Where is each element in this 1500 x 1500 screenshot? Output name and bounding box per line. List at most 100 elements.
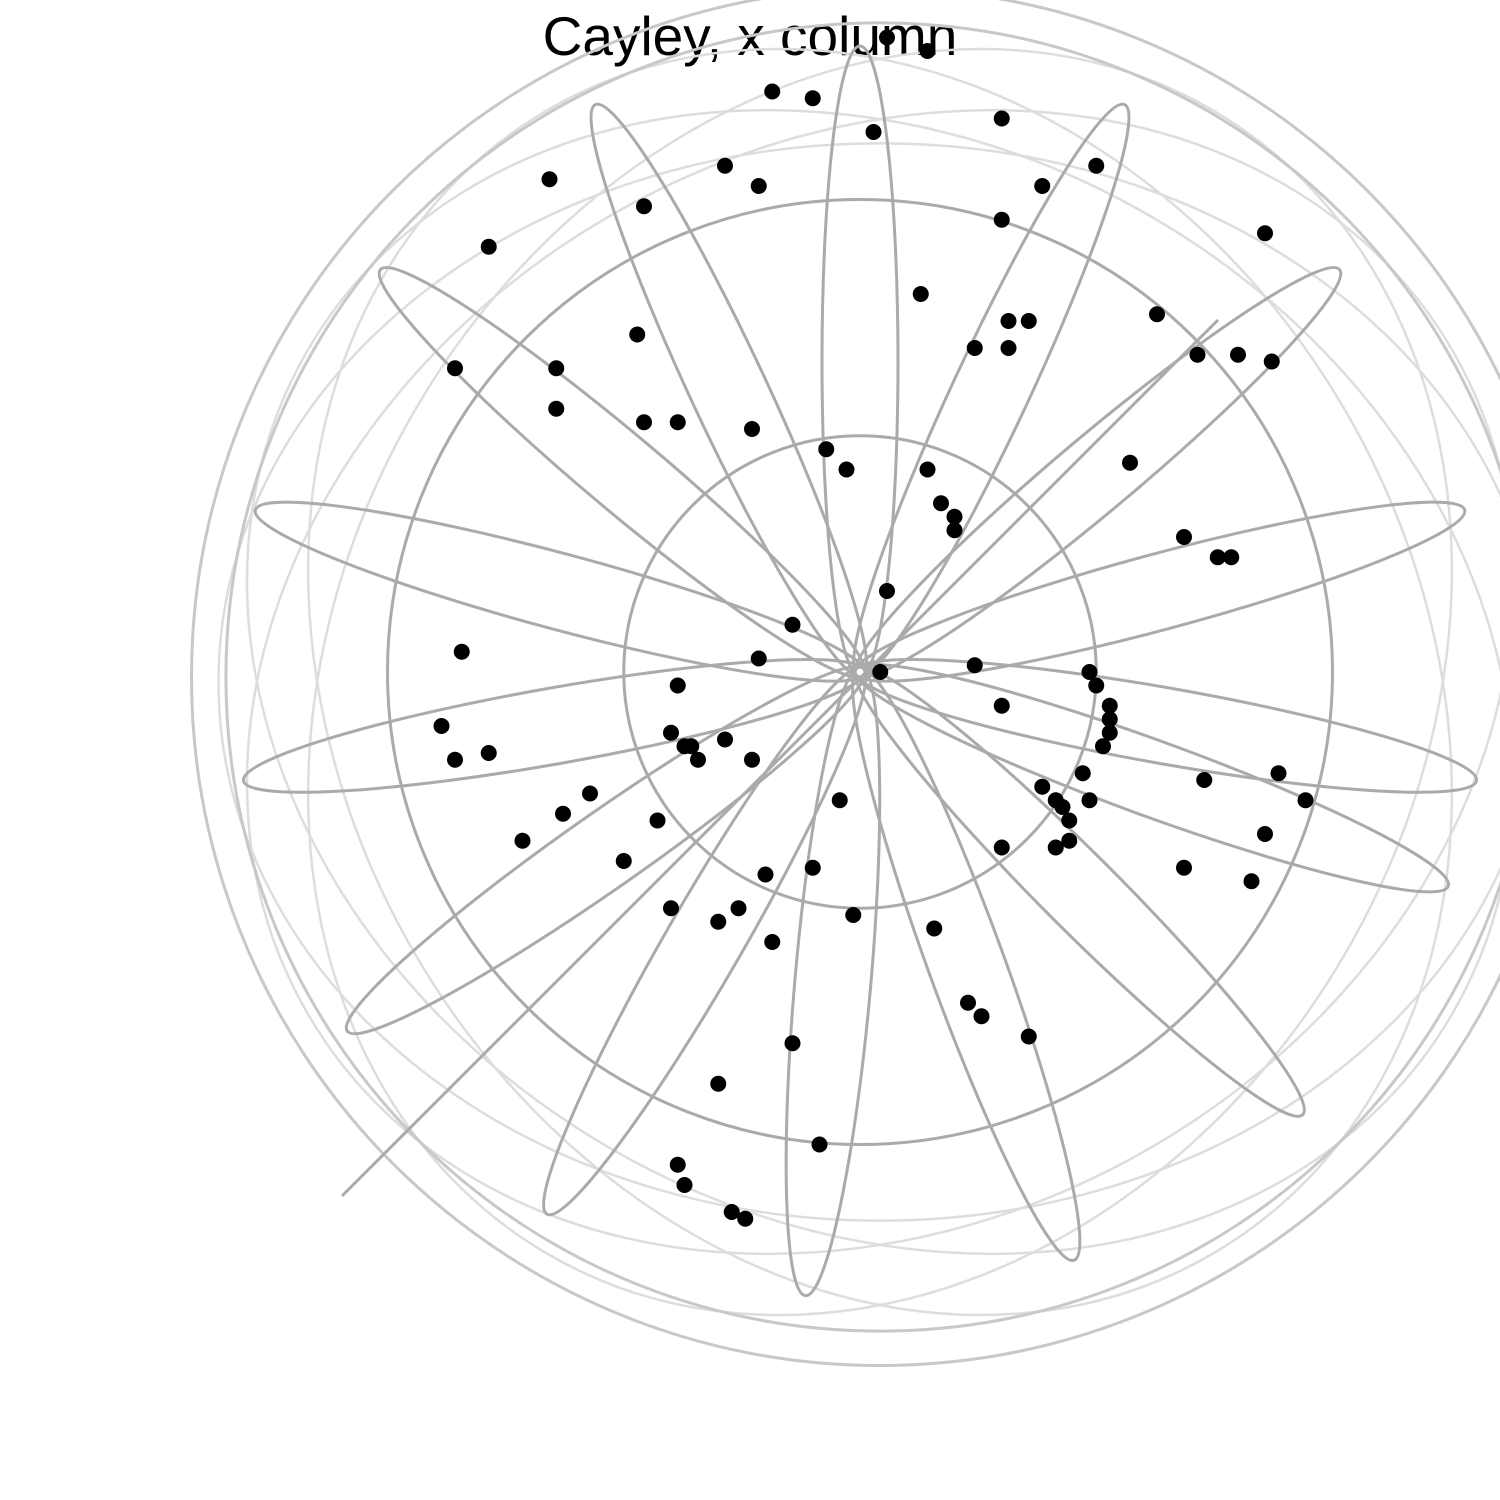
- grid-layer: [190, 0, 1500, 1367]
- data-point: [919, 43, 936, 59]
- grid-meridian-9: [344, 664, 867, 1036]
- data-point: [717, 157, 733, 174]
- data-point: [973, 1008, 990, 1025]
- data-point: [649, 812, 666, 829]
- data-point: [845, 907, 862, 923]
- grid-meridian-14: [853, 663, 1451, 894]
- data-point: [946, 508, 963, 525]
- data-point: [1081, 792, 1098, 809]
- data-point: [926, 920, 943, 937]
- data-point: [1270, 765, 1287, 782]
- data-point: [804, 859, 821, 876]
- data-point: [750, 178, 767, 194]
- data-point: [433, 718, 450, 734]
- data-point: [1257, 225, 1273, 242]
- data-point: [1101, 724, 1118, 741]
- data-point: [966, 657, 983, 674]
- data-point: [1047, 839, 1064, 856]
- grid-ring-1: [386, 198, 1334, 1146]
- grid-meridian-0: [853, 658, 1479, 794]
- data-point: [676, 1177, 693, 1193]
- data-point: [710, 913, 727, 930]
- data-point: [447, 360, 463, 377]
- data-point: [1061, 832, 1078, 849]
- data-point: [804, 90, 821, 107]
- data-point: [669, 677, 686, 694]
- data-point: [453, 643, 470, 660]
- data-point: [865, 124, 882, 140]
- data-point: [966, 340, 983, 356]
- data-point: [669, 1156, 686, 1173]
- data-point: [919, 461, 936, 478]
- grid-meridian-12: [851, 665, 1082, 1263]
- grid-meridian-4: [820, 44, 900, 679]
- data-point: [669, 414, 686, 431]
- data-point: [548, 360, 565, 377]
- data-point: [1020, 1028, 1037, 1045]
- data-point: [1034, 778, 1051, 795]
- data-point: [744, 421, 760, 437]
- grid-faint-ellipse-0: [306, 47, 1454, 1317]
- data-point: [744, 751, 760, 768]
- data-point: [1000, 313, 1017, 329]
- data-point: [993, 839, 1010, 856]
- data-point: [663, 900, 679, 917]
- data-point: [1223, 549, 1240, 566]
- data-point: [615, 853, 632, 869]
- data-point: [690, 751, 706, 768]
- data-point: [480, 238, 497, 255]
- data-point: [582, 785, 598, 802]
- data-point: [993, 110, 1010, 127]
- data-point: [764, 83, 781, 100]
- data-point: [480, 745, 497, 761]
- data-point: [1209, 549, 1226, 566]
- data-point: [1088, 157, 1105, 174]
- data-point: [838, 461, 855, 478]
- grid-axis-line: [340, 318, 1220, 1198]
- data-point: [1149, 306, 1165, 323]
- data-point: [730, 900, 747, 917]
- grid-meridian-13: [853, 665, 1306, 1118]
- data-point: [636, 198, 652, 215]
- data-point: [555, 805, 571, 822]
- point-layer: [433, 29, 1314, 1227]
- data-point: [717, 731, 733, 748]
- data-point: [879, 583, 895, 599]
- data-point: [1020, 313, 1037, 329]
- data-point: [1196, 772, 1213, 788]
- data-point: [750, 650, 767, 667]
- grid-faint-ellipse-1: [245, 108, 1500, 1256]
- data-point: [663, 724, 679, 741]
- data-point: [831, 792, 848, 809]
- data-point: [1297, 792, 1314, 809]
- data-point: [784, 1035, 801, 1052]
- data-point: [872, 664, 889, 680]
- data-point: [1243, 873, 1260, 890]
- data-point: [1101, 711, 1118, 728]
- data-point: [737, 1210, 754, 1227]
- grid-faint-ellipse-3: [245, 108, 1500, 1256]
- grid-meridian-8: [241, 658, 867, 794]
- data-point: [1122, 454, 1138, 471]
- data-point: [683, 738, 700, 755]
- data-point: [784, 616, 801, 633]
- data-point: [514, 832, 531, 849]
- data-point: [1081, 664, 1098, 680]
- data-point: [629, 326, 646, 343]
- data-point: [811, 1136, 828, 1153]
- data-point: [757, 866, 774, 883]
- data-point: [541, 171, 558, 188]
- grid-ring-2: [224, 21, 1500, 1333]
- data-point: [1176, 859, 1192, 876]
- data-point: [1074, 765, 1091, 782]
- data-point: [1189, 346, 1206, 363]
- grid-ring-0: [622, 434, 1098, 910]
- data-point: [818, 441, 835, 458]
- data-point: [1061, 812, 1078, 829]
- grid-ring-3: [190, 0, 1500, 1367]
- data-point: [1034, 178, 1051, 194]
- data-point: [636, 414, 652, 431]
- data-point: [710, 1075, 727, 1092]
- data-point: [879, 29, 895, 46]
